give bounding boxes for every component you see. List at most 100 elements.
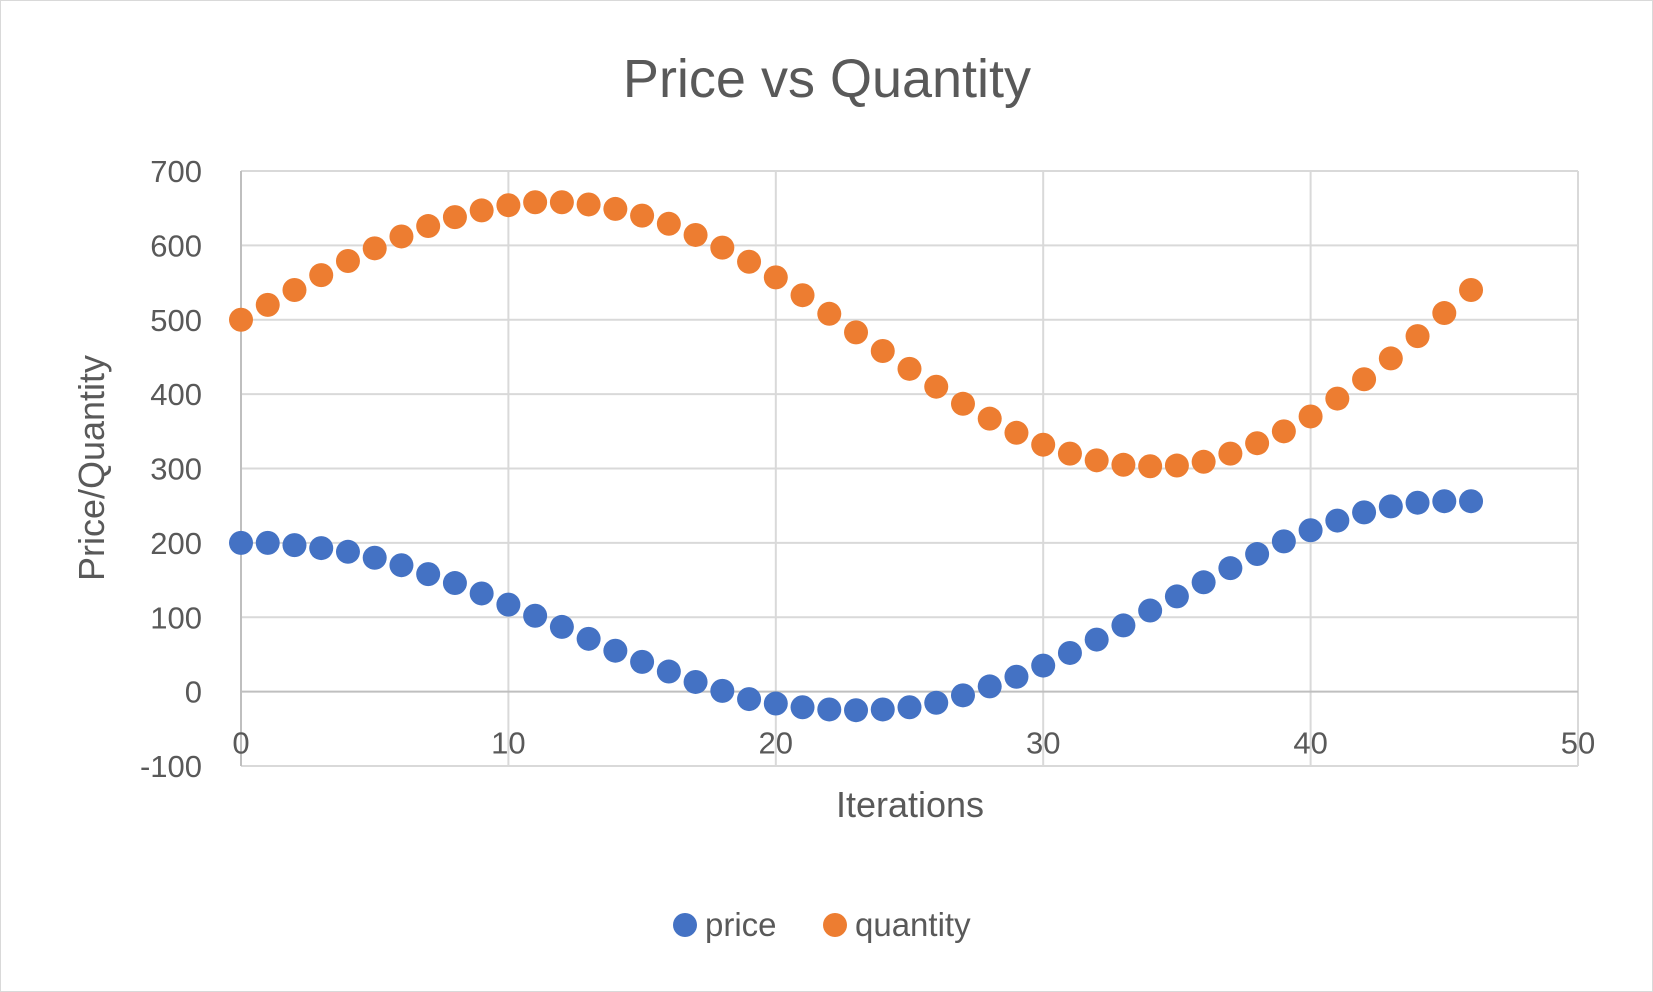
price-point — [870, 697, 895, 722]
quantity-point — [737, 249, 762, 274]
y-tick-label: 400 — [150, 377, 202, 412]
quantity-point — [950, 391, 975, 416]
quantity-point — [1405, 324, 1430, 349]
quantity-point — [389, 224, 414, 249]
quantity-point — [229, 307, 253, 332]
price-point — [362, 545, 387, 570]
quantity-point — [1271, 419, 1296, 444]
x-tick-label: 0 — [232, 726, 249, 761]
quantity-point — [1352, 367, 1377, 392]
quantity-point — [416, 214, 441, 239]
quantity-point — [1111, 452, 1136, 477]
quantity-point — [603, 196, 628, 221]
price-point — [1325, 508, 1350, 533]
quantity-point — [362, 236, 387, 261]
price-point — [683, 669, 708, 694]
quantity-point — [630, 203, 655, 228]
quantity-point — [656, 211, 681, 236]
price-point — [1004, 664, 1029, 689]
price-point — [442, 571, 467, 596]
quantity-point — [549, 190, 574, 215]
quantity-point — [1298, 404, 1323, 429]
quantity-point — [469, 198, 494, 223]
price-point — [282, 533, 307, 558]
quantity-point — [1245, 431, 1270, 456]
quantity-legend-marker — [823, 913, 847, 937]
axes — [240, 171, 1578, 766]
price-point — [710, 678, 735, 703]
quantity-point — [1138, 454, 1163, 479]
price-point — [763, 691, 788, 716]
y-tick-label: 0 — [185, 675, 202, 710]
price-point — [950, 683, 975, 708]
x-tick-label: 40 — [1293, 726, 1327, 761]
y-tick-label: 600 — [150, 228, 202, 263]
price-point — [576, 626, 601, 651]
quantity-point — [442, 205, 467, 230]
y-axis-title: Price/Quantity — [71, 355, 112, 581]
gridlines — [241, 170, 1579, 767]
price-point — [656, 659, 681, 684]
price-point — [1405, 490, 1430, 515]
price-point — [1378, 494, 1403, 519]
quantity-point — [683, 222, 708, 247]
y-tick-label: 100 — [150, 600, 202, 635]
price-point — [737, 687, 762, 712]
price-point — [255, 530, 280, 555]
quantity-point — [1164, 453, 1189, 478]
quantity-point — [1084, 448, 1109, 473]
price-point — [1191, 570, 1216, 595]
y-tick-label: 700 — [150, 154, 202, 189]
y-tick-label: 200 — [150, 526, 202, 561]
price-point — [1031, 653, 1056, 678]
quantity-legend-label: quantity — [855, 906, 971, 943]
quantity-point — [523, 190, 548, 215]
quantity-point — [1325, 386, 1350, 411]
price-point — [1138, 598, 1163, 623]
quantity-point — [844, 320, 869, 345]
price-point — [523, 603, 548, 628]
price-point — [790, 695, 815, 720]
data-points — [229, 190, 1484, 723]
price-point — [1111, 613, 1136, 638]
price-point — [1432, 489, 1457, 514]
price-point — [229, 530, 253, 555]
quantity-point — [282, 278, 307, 302]
y-tick-label: 500 — [150, 303, 202, 338]
quantity-point — [1004, 420, 1029, 445]
quantity-point — [309, 263, 334, 288]
quantity-point — [1378, 346, 1403, 371]
price-point — [630, 649, 655, 674]
quantity-point — [897, 356, 922, 381]
price-point — [924, 690, 949, 715]
quantity-point — [576, 192, 601, 217]
quantity-point — [710, 235, 735, 260]
quantity-point — [255, 292, 280, 317]
price-point — [1459, 489, 1484, 514]
x-tick-label: 20 — [759, 726, 793, 761]
quantity-point — [817, 301, 842, 326]
quantity-point — [1218, 441, 1243, 466]
price-legend-label: price — [705, 906, 777, 943]
quantity-point — [1031, 432, 1056, 457]
y-tick-label: 300 — [150, 452, 202, 487]
price-point — [1298, 518, 1323, 543]
price-point — [389, 553, 414, 578]
price-point — [897, 695, 922, 720]
quantity-point — [870, 338, 895, 363]
price-point — [1245, 542, 1270, 567]
quantity-point — [335, 248, 360, 273]
x-tick-label: 10 — [491, 726, 525, 761]
x-tick-label: 30 — [1026, 726, 1060, 761]
price-point — [1218, 556, 1243, 581]
quantity-point — [1432, 301, 1457, 326]
quantity-point — [763, 265, 788, 290]
price-legend-marker — [673, 913, 697, 937]
quantity-point — [1191, 449, 1216, 474]
price-point — [469, 581, 494, 606]
quantity-point — [924, 374, 949, 399]
x-axis-title: Iterations — [836, 784, 984, 825]
chart-title: Price vs Quantity — [623, 49, 1031, 109]
quantity-point — [977, 406, 1002, 431]
